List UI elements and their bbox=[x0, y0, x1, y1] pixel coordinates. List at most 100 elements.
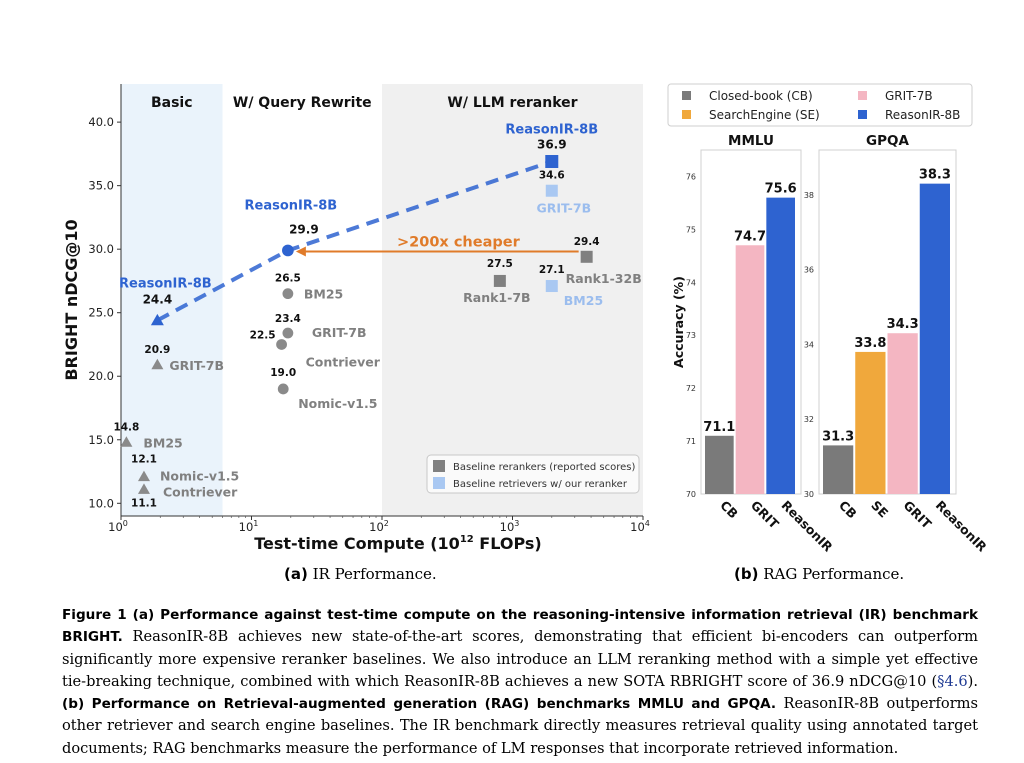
y-tick-label: 72 bbox=[686, 384, 696, 393]
data-point bbox=[282, 327, 294, 339]
bar bbox=[823, 445, 854, 494]
data-point bbox=[545, 184, 558, 197]
point-name-label: Nomic-v1.5 bbox=[160, 469, 239, 484]
x-category-label: CB bbox=[717, 498, 741, 522]
region-0 bbox=[121, 84, 223, 516]
subplot-title: MMLU bbox=[728, 133, 774, 149]
data-value-label: 29.9 bbox=[289, 222, 319, 236]
point-name-label: Rank1-32B bbox=[566, 271, 642, 286]
ir-legend-box bbox=[426, 454, 640, 494]
x-category-label: GRIT bbox=[901, 498, 935, 532]
data-value-label: 29.4 bbox=[574, 236, 600, 248]
x-category-label: GRIT bbox=[748, 498, 782, 532]
section-link[interactable]: §4.6 bbox=[937, 672, 968, 690]
y-tick-label: 71 bbox=[686, 437, 696, 446]
data-value-label: 19.0 bbox=[270, 367, 296, 379]
data-point bbox=[580, 250, 593, 263]
figure-caption: Figure 1 (a) Performance against test-ti… bbox=[62, 604, 978, 760]
data-point bbox=[150, 313, 164, 326]
bar bbox=[919, 183, 950, 495]
rag-legend: Closed-book (CB) GRIT-7B SearchEngine (SE)… bbox=[667, 83, 973, 127]
bar bbox=[766, 197, 795, 494]
legend-label: SearchEngine (SE) bbox=[709, 108, 820, 122]
bar-value-label: 38.3 bbox=[919, 168, 951, 183]
annotation-label: >200x cheaper bbox=[397, 234, 521, 250]
bar bbox=[855, 351, 886, 494]
y-tick-label: 70 bbox=[686, 490, 696, 499]
region-2 bbox=[382, 84, 643, 516]
point-name-label: Rank1-7B bbox=[463, 290, 530, 305]
reasonir-series-label: ReasonIR-8B bbox=[119, 276, 212, 291]
data-point bbox=[493, 274, 506, 287]
bar-value-label: 74.7 bbox=[734, 229, 766, 244]
annotation-arrow-head bbox=[295, 246, 306, 257]
y-tick-label: 20.0 bbox=[88, 369, 114, 383]
data-point bbox=[137, 483, 150, 494]
y-tick-label: 30.0 bbox=[88, 242, 114, 256]
caption-part-a: (a) Performance against test-time comput… bbox=[62, 607, 979, 646]
legend-swatch bbox=[858, 91, 867, 100]
data-value-label: 27.1 bbox=[539, 264, 565, 276]
y-tick-label: 76 bbox=[686, 172, 696, 181]
y-tick-label: 38 bbox=[804, 191, 814, 200]
point-name-label: GRIT-7B bbox=[169, 358, 224, 373]
legend-swatch bbox=[433, 477, 445, 489]
subcaption-a: (a) IR Performance. bbox=[284, 565, 437, 583]
caption-figure-label: Figure 1 bbox=[62, 607, 127, 623]
y-tick-label: 34 bbox=[804, 340, 814, 349]
y-axis-label: BRIGHT nDCG@10 bbox=[62, 219, 81, 380]
reasonir-series-label: ReasonIR-8B bbox=[245, 198, 338, 213]
bar-value-label: 33.8 bbox=[854, 336, 886, 351]
ir-performance-chart: Basic W/ Query Rewrite W/ LLM reranker 10.0… bbox=[62, 84, 650, 553]
legend-label: Baseline retrievers w/ our reranker bbox=[453, 479, 628, 490]
y-tick-label: 32 bbox=[804, 415, 814, 424]
data-value-label: 14.8 bbox=[113, 421, 139, 433]
x-axis-label: Test-time Compute (1012 FLOPs) bbox=[254, 534, 542, 553]
gpqa-bar-chart: GPQA 30 32 34 36 38 31.3 CB 33.8 SE 34.3 GRIT 38.3 Re… bbox=[804, 133, 990, 555]
caption-part-b: (b) Performance on Retrieval-augmented g… bbox=[62, 696, 777, 713]
region-label: Basic bbox=[151, 95, 193, 111]
data-value-label: 34.6 bbox=[539, 170, 565, 182]
caption-text-2: ). bbox=[967, 672, 978, 690]
data-point bbox=[545, 155, 559, 169]
legend-swatch bbox=[682, 91, 691, 100]
y-tick-label: 40.0 bbox=[88, 115, 114, 129]
x-category-label: CB bbox=[836, 498, 860, 522]
data-value-label: 26.5 bbox=[275, 273, 301, 285]
x-tick-label: 102 bbox=[369, 519, 389, 534]
bar-value-label: 34.3 bbox=[887, 317, 919, 332]
data-value-label: 12.1 bbox=[131, 454, 157, 466]
y-axis-label: Accuracy (%) bbox=[671, 276, 686, 368]
data-point bbox=[120, 436, 133, 447]
data-value-label: 24.4 bbox=[143, 292, 173, 306]
x-category-label: SE bbox=[868, 498, 891, 521]
caption-text-1: ReasonIR-8B achieves new state-of-the-ar… bbox=[62, 628, 978, 690]
legend-label: ReasonIR-8B bbox=[885, 108, 960, 122]
data-point bbox=[282, 244, 294, 257]
subplot-title: GPQA bbox=[866, 133, 909, 149]
y-tick-label: 75 bbox=[686, 225, 696, 234]
bar bbox=[735, 245, 765, 494]
y-tick-label: 30 bbox=[804, 490, 814, 499]
data-point bbox=[137, 470, 150, 482]
point-name-label: BM25 bbox=[564, 293, 603, 308]
legend-swatch bbox=[433, 460, 445, 472]
point-name-label: BM25 bbox=[143, 435, 182, 450]
data-value-label: 36.9 bbox=[537, 138, 567, 152]
region-1 bbox=[222, 84, 382, 516]
y-tick-label: 35.0 bbox=[88, 179, 114, 193]
data-value-label: 11.1 bbox=[131, 497, 157, 509]
point-name-label: Contriever bbox=[163, 484, 238, 499]
x-category-label: ReasonIR bbox=[779, 498, 836, 555]
bar-value-label: 31.3 bbox=[822, 429, 854, 444]
data-point bbox=[282, 288, 294, 300]
legend-swatch bbox=[682, 110, 691, 119]
bar-value-label: 75.6 bbox=[765, 182, 797, 197]
legend-swatch bbox=[858, 110, 867, 119]
y-tick-label: 73 bbox=[686, 331, 696, 340]
data-value-label: 27.5 bbox=[487, 258, 513, 270]
x-tick-label: 101 bbox=[239, 519, 259, 534]
legend-label: GRIT-7B bbox=[885, 89, 933, 103]
point-name-label: Nomic-v1.5 bbox=[298, 396, 377, 411]
data-point bbox=[276, 339, 287, 350]
